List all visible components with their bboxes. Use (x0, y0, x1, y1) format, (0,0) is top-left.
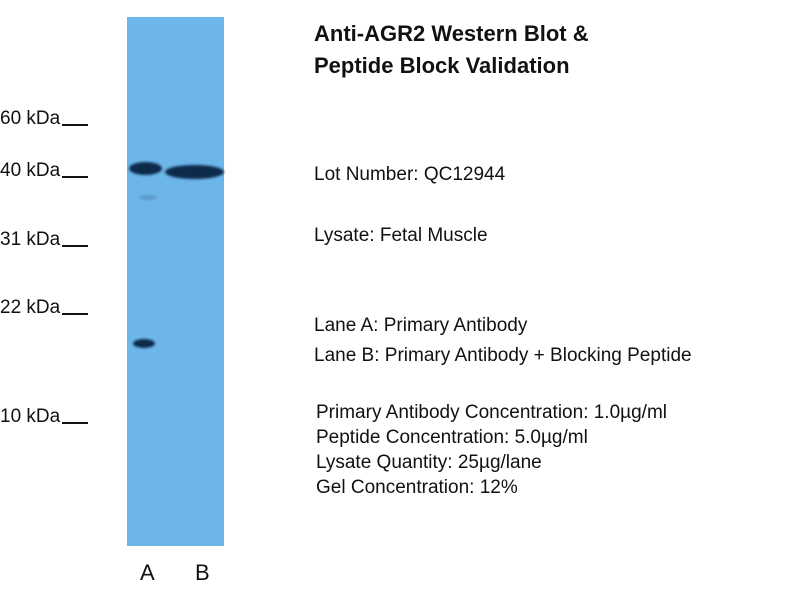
marker-31kda: 31 kDa (0, 229, 89, 251)
marker-label: 40 kDa (0, 160, 61, 181)
lane-label-a: A (140, 560, 155, 585)
lane-a-description: Lane A: Primary Antibody (314, 315, 528, 336)
band-lane-a-40kda (129, 162, 162, 175)
marker-label: 31 kDa (0, 229, 61, 250)
band-lane-a-18kda (133, 339, 155, 348)
marker-tick (62, 245, 89, 247)
marker-10kda: 10 kDa (0, 406, 89, 428)
marker-label: 10 kDa (0, 406, 61, 427)
blot-membrane (127, 17, 224, 546)
marker-tick (62, 313, 89, 315)
lysate: Lysate: Fetal Muscle (314, 225, 488, 246)
marker-tick (62, 176, 89, 178)
marker-22kda: 22 kDa (0, 297, 89, 319)
marker-label: 22 kDa (0, 297, 61, 318)
marker-label: 60 kDa (0, 108, 61, 129)
condition-line: Lysate Quantity: 25µg/lane (316, 452, 542, 473)
marker-tick (62, 124, 89, 126)
title-line: Peptide Block Validation (314, 53, 570, 78)
conditions: Primary Antibody Concentration: 1.0µg/ml… (316, 400, 667, 500)
marker-tick (62, 422, 89, 424)
lot-number: Lot Number: QC12944 (314, 164, 506, 185)
lane-b-description: Lane B: Primary Antibody + Blocking Pept… (314, 345, 692, 366)
band-lane-b-40kda (165, 165, 224, 179)
condition-line: Gel Concentration: 12% (316, 477, 518, 498)
marker-40kda: 40 kDa (0, 160, 89, 182)
figure-title: Anti-AGR2 Western Blot & Peptide Block V… (314, 18, 589, 82)
lane-label-b: B (195, 560, 210, 585)
faint-band-lane-a (139, 195, 157, 200)
condition-line: Primary Antibody Concentration: 1.0µg/ml (316, 402, 667, 423)
marker-60kda: 60 kDa (0, 108, 89, 130)
condition-line: Peptide Concentration: 5.0µg/ml (316, 427, 588, 448)
title-line: Anti-AGR2 Western Blot & (314, 21, 589, 46)
